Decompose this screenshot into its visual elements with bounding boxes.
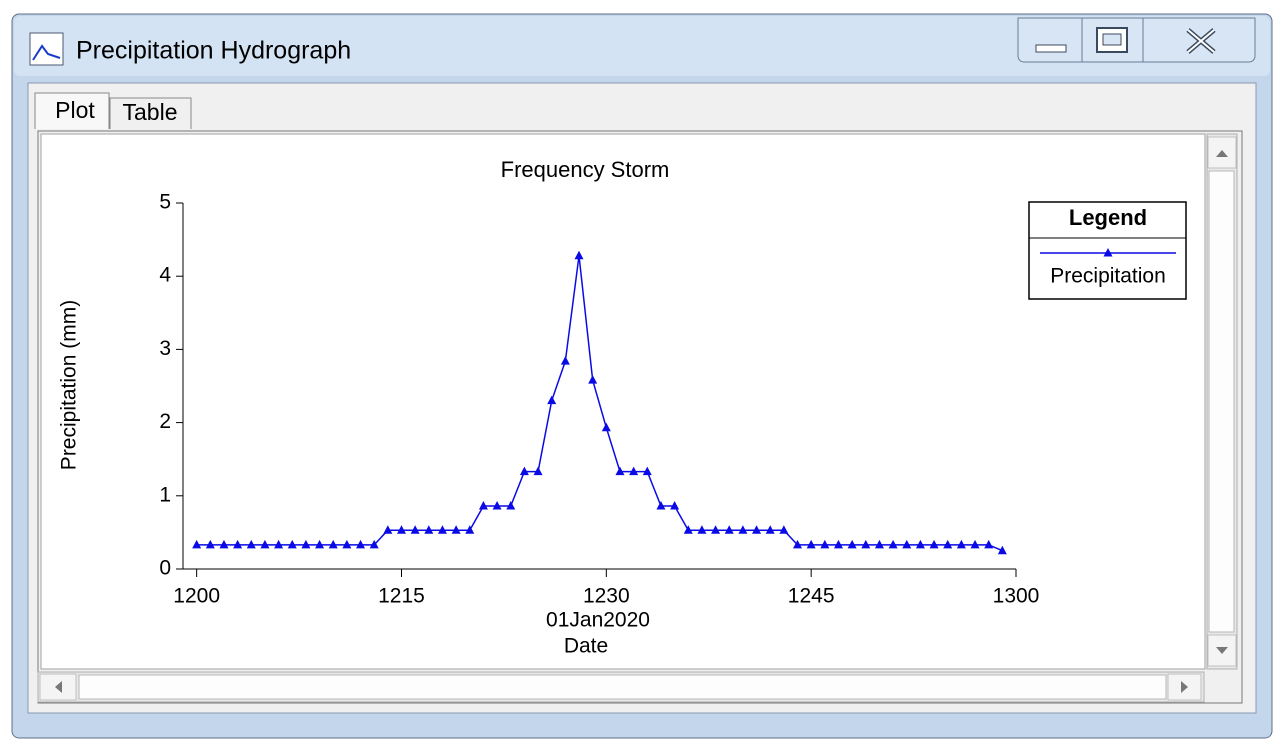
data-point bbox=[752, 525, 762, 534]
data-point bbox=[656, 501, 666, 510]
data-point bbox=[219, 539, 229, 549]
data-point bbox=[533, 466, 543, 476]
tab-label[interactable]: Table bbox=[123, 99, 178, 125]
x-tick-label: 1245 bbox=[788, 585, 835, 608]
data-point bbox=[970, 539, 980, 549]
data-point bbox=[601, 422, 611, 432]
data-point bbox=[984, 539, 994, 549]
y-tick-label: 4 bbox=[159, 264, 171, 287]
x-tick-label: 1200 bbox=[173, 585, 220, 608]
y-axis-label: Precipitation (mm) bbox=[58, 300, 81, 470]
window-icon bbox=[29, 32, 64, 66]
legend-marker bbox=[1103, 248, 1113, 257]
data-point bbox=[793, 539, 803, 549]
x-tick-label: 1300 bbox=[993, 585, 1040, 608]
data-point bbox=[410, 525, 420, 534]
data-point bbox=[943, 539, 953, 549]
horizontal-scrollbar[interactable] bbox=[37, 671, 1205, 703]
data-point bbox=[874, 539, 884, 549]
y-tick-label: 5 bbox=[159, 191, 171, 214]
y-tick-label: 3 bbox=[159, 337, 171, 360]
data-point bbox=[820, 539, 830, 549]
data-point bbox=[997, 545, 1007, 555]
data-point bbox=[929, 539, 939, 549]
data-point bbox=[246, 539, 256, 549]
vertical-scrollbar[interactable] bbox=[1206, 133, 1238, 670]
data-point bbox=[779, 525, 789, 534]
title-bar bbox=[14, 16, 1270, 76]
data-point bbox=[274, 539, 284, 549]
data-point bbox=[465, 525, 475, 534]
x-axis-label: Date bbox=[564, 635, 608, 658]
data-point bbox=[560, 356, 570, 365]
data-point bbox=[315, 539, 325, 549]
y-tick-label: 0 bbox=[159, 557, 171, 580]
data-point bbox=[492, 501, 502, 510]
data-point bbox=[861, 539, 871, 549]
data-point bbox=[724, 525, 734, 534]
x-tick-label: 1230 bbox=[583, 585, 630, 608]
data-point bbox=[956, 539, 966, 549]
data-point bbox=[205, 539, 215, 549]
data-point bbox=[547, 395, 557, 405]
close-button[interactable] bbox=[1142, 17, 1256, 63]
data-point bbox=[738, 525, 748, 534]
data-point bbox=[328, 539, 338, 549]
data-point bbox=[765, 525, 775, 534]
data-point bbox=[233, 539, 243, 549]
data-point bbox=[506, 501, 516, 510]
data-point bbox=[683, 525, 693, 534]
data-point bbox=[847, 539, 857, 549]
plot-area bbox=[40, 133, 1206, 670]
data-point bbox=[615, 466, 625, 476]
data-point bbox=[697, 525, 707, 534]
data-point bbox=[437, 525, 447, 534]
data-point bbox=[383, 525, 393, 534]
data-point bbox=[888, 539, 898, 549]
data-point bbox=[833, 539, 843, 549]
data-point bbox=[670, 501, 680, 510]
data-point bbox=[629, 466, 639, 476]
data-point bbox=[396, 525, 406, 534]
legend-label: Precipitation bbox=[1050, 265, 1166, 288]
tab-plot[interactable]: Plot bbox=[34, 92, 110, 129]
x-date-label: 01Jan2020 bbox=[546, 609, 650, 632]
data-point bbox=[301, 539, 311, 549]
max-button[interactable] bbox=[1081, 17, 1144, 63]
data-point bbox=[806, 539, 816, 549]
data-point bbox=[424, 525, 434, 534]
legend: Legend Precipitation bbox=[1028, 201, 1187, 300]
data-point bbox=[574, 250, 584, 260]
data-point bbox=[711, 525, 721, 534]
data-point bbox=[342, 539, 352, 549]
legend-title: Legend bbox=[1069, 205, 1147, 230]
data-point bbox=[192, 539, 202, 549]
data-point bbox=[287, 539, 297, 549]
x-tick-label: 1215 bbox=[378, 585, 425, 608]
data-point bbox=[915, 539, 925, 549]
data-point bbox=[451, 525, 461, 534]
data-point bbox=[356, 539, 366, 549]
data-point bbox=[369, 539, 379, 549]
data-point bbox=[260, 539, 270, 549]
window-title: Precipitation Hydrograph bbox=[76, 37, 351, 65]
data-point bbox=[478, 501, 488, 510]
tab-label[interactable]: Plot bbox=[55, 97, 95, 123]
data-point bbox=[642, 466, 652, 476]
min-button[interactable] bbox=[1017, 17, 1083, 63]
data-point bbox=[519, 466, 529, 476]
chart-title: Frequency Storm bbox=[501, 157, 670, 182]
data-point bbox=[902, 539, 912, 549]
data-point bbox=[588, 375, 598, 384]
tab-table[interactable]: Table bbox=[109, 97, 192, 129]
y-tick-label: 2 bbox=[159, 410, 171, 433]
y-tick-label: 1 bbox=[159, 483, 171, 506]
